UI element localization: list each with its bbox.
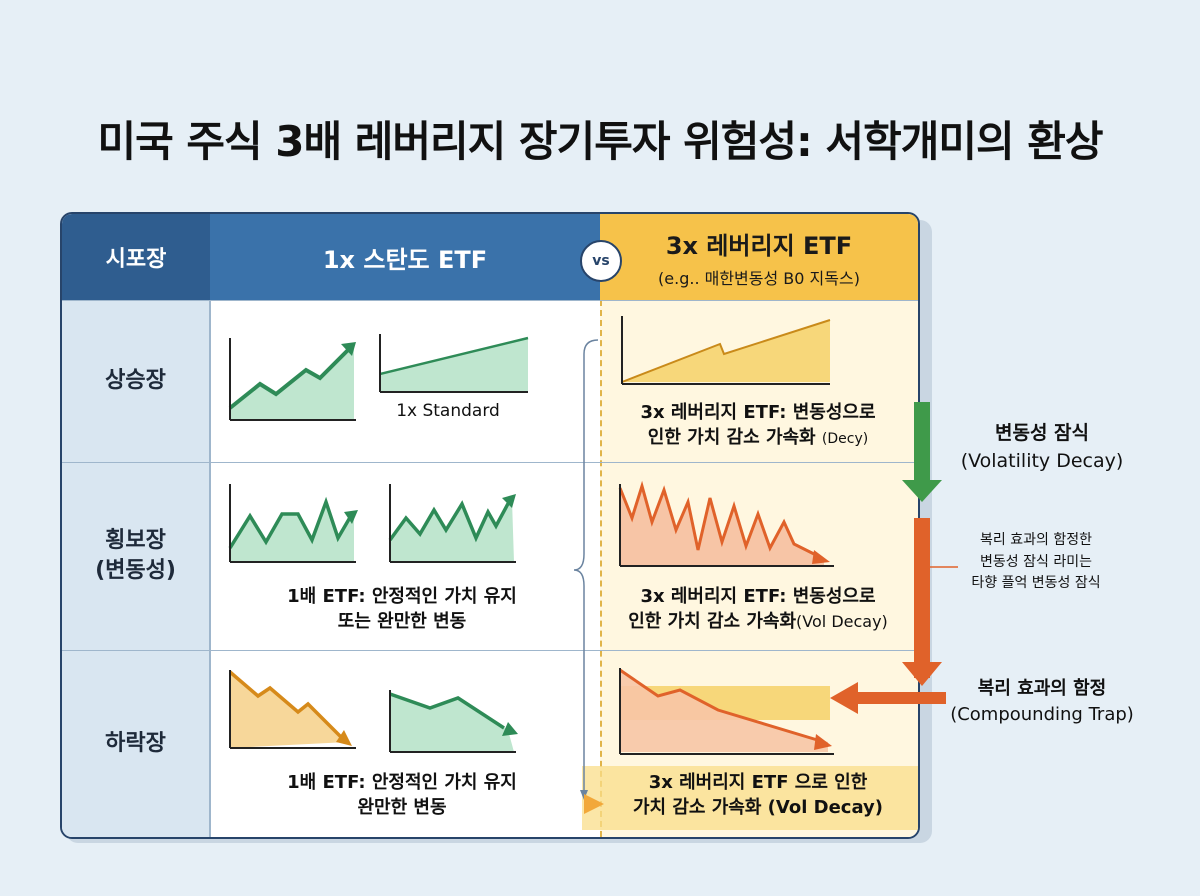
- compounding-trap-en: (Compounding Trap): [950, 704, 1134, 726]
- label-3x-sideways-line2: 인한 가치 감소 가속화: [628, 611, 797, 633]
- label-3x-bear-line1: 3x 레버리지 ETF 으로 인한: [648, 772, 868, 793]
- vs-badge: vs: [580, 240, 622, 282]
- volatility-decay-en: (Volatility Decay): [960, 449, 1124, 472]
- row-label-bull: 상승장: [62, 300, 210, 462]
- label-1x-bear: 1배 ETF: 안정적인 가치 유지 완만한 변동: [232, 770, 572, 820]
- chart-3x-sideways: [618, 480, 834, 567]
- column-divider: [600, 300, 602, 837]
- chart-1x-bull-standard: [379, 334, 529, 393]
- header-3x-subtitle: (e.g.. 매한변동성 B0 지독스): [658, 268, 860, 288]
- trap-arrow: [830, 682, 946, 714]
- note-line3: 타향 플억 변동성 잠식: [971, 575, 1101, 592]
- label-3x-sideways-note: (Vol Decay): [796, 612, 888, 632]
- header-1x-etf: 1x 스탄도 ETF: [210, 214, 600, 300]
- label-1x-sideways: 1배 ETF: 안정적인 가치 유지 또는 완만한 변동: [232, 584, 572, 634]
- label-volatility-decay: 변동성 잠식 (Volatility Decay): [942, 420, 1142, 475]
- compounding-trap-title: 복리 효과의 함정: [977, 678, 1107, 699]
- row-label-sideways: 횡보장 (변동성): [62, 462, 210, 650]
- label-1x-bear-line1: 1배 ETF: 안정적인 가치 유지: [287, 772, 517, 793]
- chart-1x-bear-b: [389, 690, 518, 753]
- header-3x-title: 3x 레버리지 ETF: [665, 231, 853, 260]
- bracket-connector: [573, 339, 604, 814]
- row-label-bear: 하락장: [62, 650, 210, 837]
- label-1x-standard: 1x Standard: [396, 401, 500, 421]
- chart-1x-bear-a: [228, 670, 356, 749]
- chart-1x-sideways-b: [388, 484, 516, 563]
- label-3x-bull: 3x 레버리지 ETF: 변동성으로 인한 가치 감소 가속화 (Decy): [608, 400, 908, 450]
- note-compounding: 복리 효과의 함정한 변동성 잠식 라미는 타향 플억 변동성 잠식: [946, 530, 1126, 595]
- header-3x-etf: 3x 레버리지 ETF (e.g.. 매한변동성 B0 지독스): [600, 214, 918, 300]
- row-label-bull-text: 상승장: [105, 368, 166, 394]
- divider: [210, 300, 211, 837]
- chart-3x-bear: [619, 668, 834, 755]
- chart-1x-sideways-a: [228, 484, 358, 563]
- label-3x-sideways-line1: 3x 레버리지 ETF: 변동성으로: [640, 586, 876, 607]
- label-3x-bear: 3x 레버리지 ETF 으로 인한 가치 감소 가속화 (Vol Decay): [608, 770, 908, 820]
- page-title: 미국 주식 3배 레버리지 장기투자 위험성: 서학개미의 환상: [97, 117, 1103, 166]
- note-line1: 복리 효과의 함정한: [980, 532, 1092, 548]
- divider: [62, 462, 918, 463]
- label-1x-sideways-line2: 또는 완만한 변동: [337, 611, 467, 633]
- label-3x-bull-note: (Decy): [821, 431, 869, 448]
- note-connector: [930, 566, 958, 568]
- chart-1x-bull-trend: [228, 338, 356, 421]
- label-3x-sideways: 3x 레버리지 ETF: 변동성으로 인한 가치 감소 가속화(Vol Deca…: [608, 584, 908, 634]
- label-3x-bull-line1: 3x 레버리지 ETF: 변동성으로: [640, 402, 876, 423]
- volatility-decay-title: 변동성 잠식: [994, 422, 1089, 444]
- comparison-table: 시포장 1x 스탄도 ETF 3x 레버리지 ETF (e.g.. 매한변동성 …: [60, 212, 920, 839]
- decay-flow-arrows: [902, 402, 942, 686]
- row-label-sideways-sub: (변동성): [95, 558, 176, 583]
- divider: [62, 300, 918, 301]
- label-1x-bear-line2: 완만한 변동: [357, 797, 447, 819]
- chart-3x-bull: [621, 316, 831, 385]
- header-market: 시포장: [62, 214, 210, 300]
- label-3x-bull-line2: 인한 가치 감소 가속화: [647, 427, 816, 449]
- note-line2: 변동성 잠식 라미는: [980, 553, 1092, 570]
- row-label-bear-text: 하락장: [105, 730, 166, 756]
- row-label-sideways-text: 횡보장: [105, 528, 166, 554]
- divider: [62, 650, 918, 651]
- label-1x-sideways-line1: 1배 ETF: 안정적인 가치 유지: [287, 586, 517, 607]
- label-compounding-trap: 복리 효과의 함정 (Compounding Trap): [942, 676, 1142, 728]
- highlight-3x-bear: [582, 766, 918, 830]
- label-3x-bear-line2: 가치 감소 가속화 (Vol Decay): [632, 797, 884, 819]
